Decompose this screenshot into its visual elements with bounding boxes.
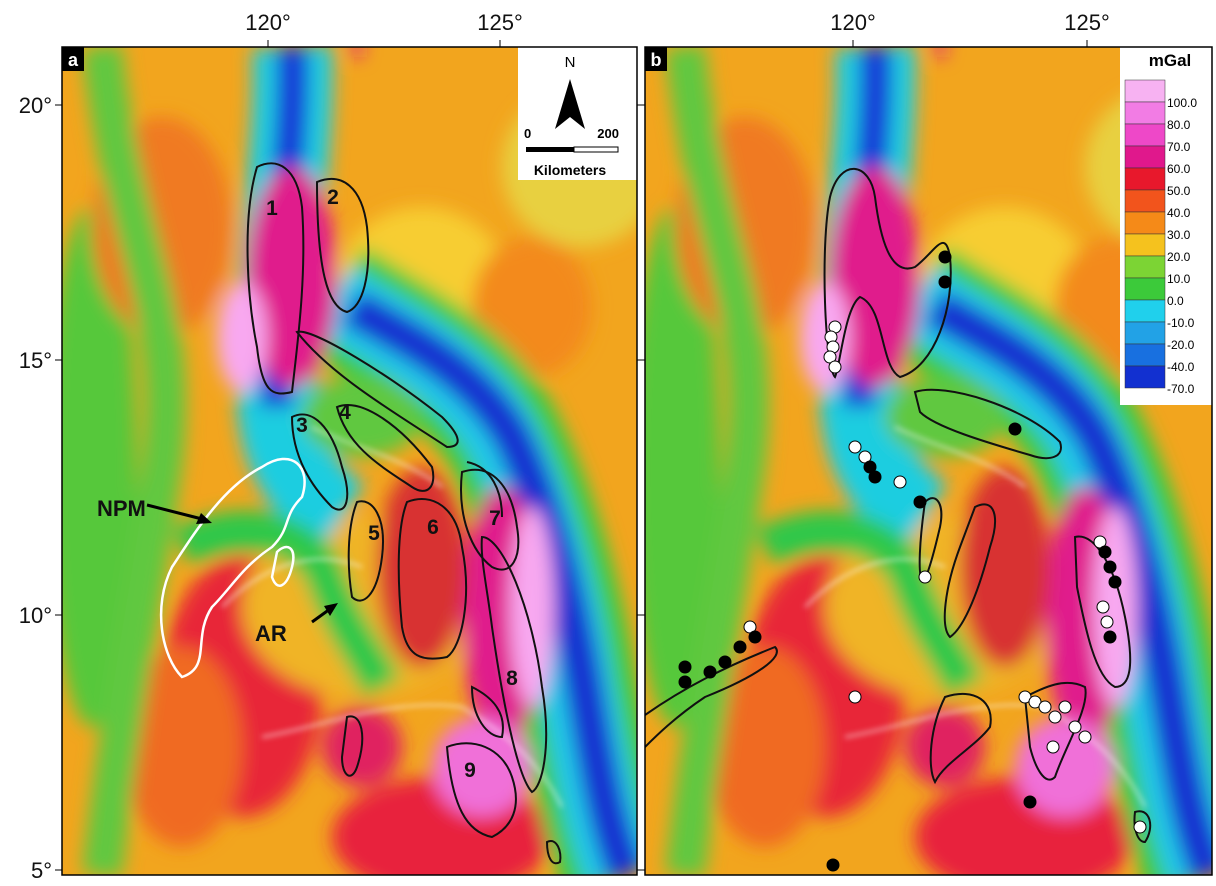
legend-label: 60.0 [1167,162,1191,176]
sample-point [849,691,861,703]
sample-point [734,641,746,653]
legend-label: 50.0 [1167,184,1191,198]
legend-label: 30.0 [1167,228,1191,242]
panel-label: a [68,50,79,70]
sample-point [1009,423,1021,435]
sample-point [1097,601,1109,613]
sample-point [914,496,926,508]
x-tick-label: 120° [245,10,291,35]
zone-label: 2 [327,186,339,209]
sample-point [1049,711,1061,723]
x-tick-label: 125° [1064,10,1110,35]
legend-swatch [1125,256,1165,278]
sample-point [939,251,951,263]
legend-swatch [1125,234,1165,256]
legend-title: mGal [1149,51,1192,70]
zone-label: 9 [464,759,476,782]
sample-point [919,571,931,583]
legend-label: 20.0 [1167,250,1191,264]
legend-label: -10.0 [1167,316,1195,330]
legend-swatch [1125,278,1165,300]
north-label: N [565,54,576,71]
legend-swatch [1125,322,1165,344]
scale-end: 200 [597,126,619,141]
zone-label: 1 [266,197,278,220]
sample-point [1104,631,1116,643]
sample-point [827,859,839,871]
zone-label: 6 [427,516,439,539]
scale-bar-white [574,147,618,152]
x-tick-label: 125° [477,10,523,35]
sample-point [829,361,841,373]
legend-swatch [1125,212,1165,234]
legend-label: 40.0 [1167,206,1191,220]
y-tick-label: 20° [19,93,52,118]
legend-label: 80.0 [1167,118,1191,132]
zone-label: 8 [506,667,518,690]
sample-point [1039,701,1051,713]
sample-point [704,666,716,678]
y-tick-label: 10° [19,603,52,628]
sample-point [1024,796,1036,808]
sample-point [679,661,691,673]
legend-swatch [1125,300,1165,322]
scale-start: 0 [524,126,531,141]
zone-label: 7 [489,507,501,530]
sample-point [1059,701,1071,713]
sample-point [864,461,876,473]
zone-label: 5 [368,522,380,545]
scale-bar-black [526,147,574,152]
legend-swatch [1125,168,1165,190]
legend-label: 0.0 [1167,294,1184,308]
sample-point [719,656,731,668]
sample-point [749,631,761,643]
zone-label: 3 [296,414,308,437]
legend-swatch [1125,190,1165,212]
figure: N 0 200 Kilometers a 1 2 3 4 5 6 7 8 9 NPM AR [0,0,1216,881]
legend-swatch [1125,146,1165,168]
sample-point [1104,561,1116,573]
legend-label: 10.0 [1167,272,1191,286]
annotation: AR [255,621,287,646]
annotation: NPM [97,496,146,521]
panel-label: b [651,50,662,70]
y-tick-label: 5° [31,858,52,881]
panel-a: N 0 200 Kilometers a 1 2 3 4 5 6 7 8 9 NPM AR [47,47,662,881]
sample-point [1101,616,1113,628]
legend-label: -20.0 [1167,338,1195,352]
legend-label: 70.0 [1167,140,1191,154]
legend-swatch [1125,124,1165,146]
legend-swatch [1125,366,1165,388]
zone-label: 4 [339,401,351,424]
sample-point [1099,546,1111,558]
sample-point [1134,821,1146,833]
y-tick-label: 15° [19,348,52,373]
panel-b: b mGal 100.0 80.0 70.0 60.0 50.0 40.0 30.0 20.0… [630,47,1216,881]
scale-unit: Kilometers [534,162,607,178]
sample-point [849,441,861,453]
legend: mGal 100.0 80.0 70.0 60.0 50.0 40.0 30.0 20.0 10… [1120,47,1215,405]
legend-label: 100.0 [1167,96,1197,110]
legend-swatch [1125,344,1165,366]
legend-label: -40.0 [1167,360,1195,374]
sample-point [1079,731,1091,743]
sample-point [679,676,691,688]
legend-swatch [1125,102,1165,124]
sample-point [1069,721,1081,733]
sample-point [1109,576,1121,588]
sample-point [1047,741,1059,753]
sample-point [939,276,951,288]
x-tick-label: 120° [830,10,876,35]
legend-label: -70.0 [1167,382,1195,396]
sample-point [894,476,906,488]
legend-swatch [1125,80,1165,102]
